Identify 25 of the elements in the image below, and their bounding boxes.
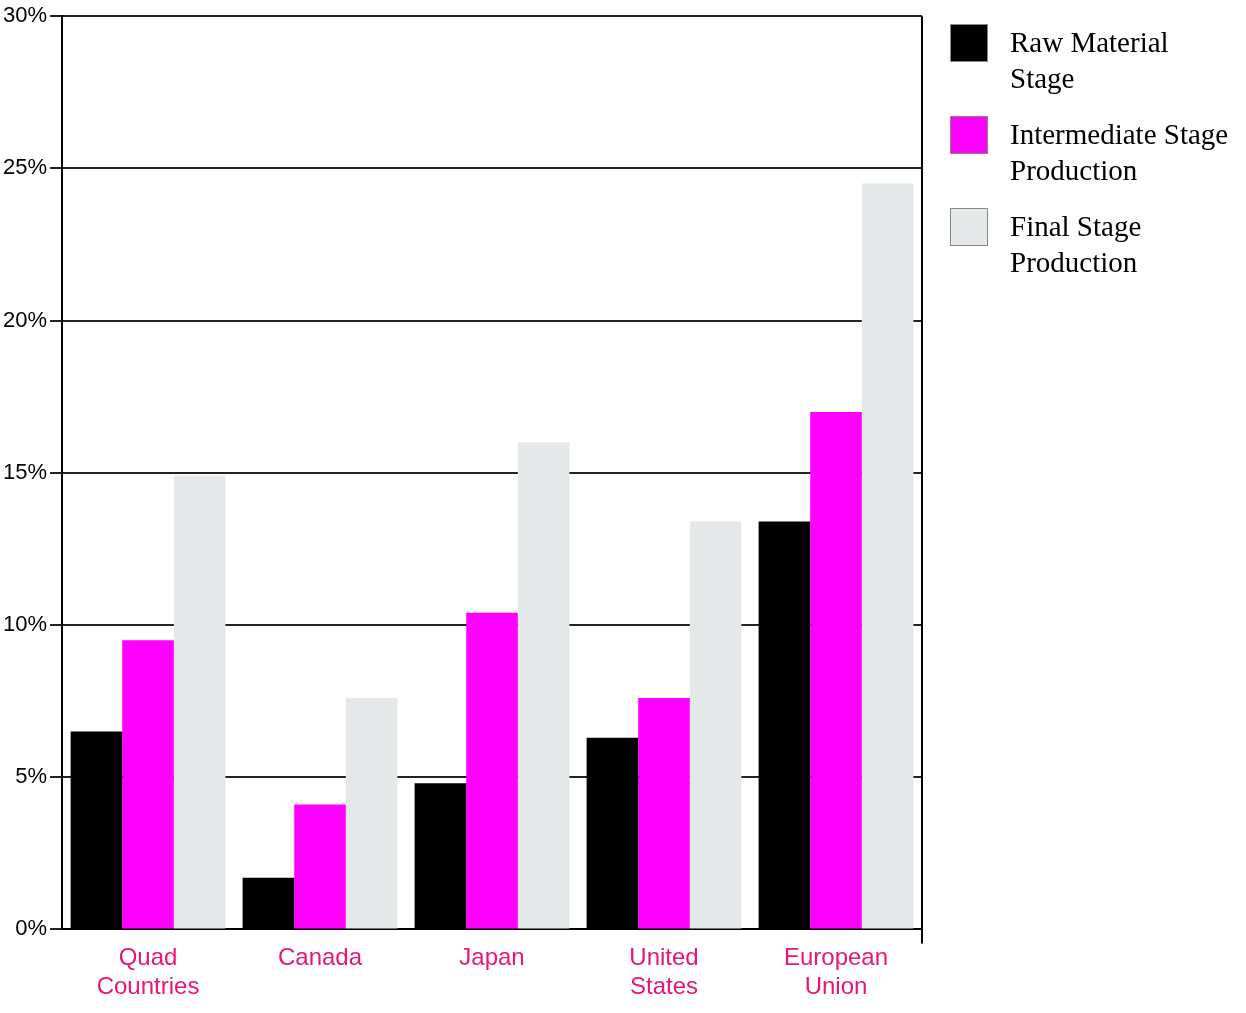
y-tick-label: 10% (2, 611, 48, 637)
x-tick-label: Japan (459, 943, 525, 971)
x-tick-label: Canada (277, 943, 363, 971)
bar (517, 442, 570, 929)
bar (861, 183, 914, 929)
bar (122, 640, 174, 929)
bar (689, 521, 742, 929)
x-tick-label: United States (629, 943, 699, 1000)
bar (173, 475, 226, 929)
legend-label: Final Stage Production (1010, 209, 1143, 280)
y-tick-label: 20% (2, 306, 48, 332)
legend-label: Raw Material Stage (1010, 25, 1170, 96)
bar (638, 698, 690, 929)
bar (466, 612, 518, 929)
x-tick-label: Quad Countries (96, 943, 200, 1000)
bar (294, 804, 346, 929)
y-tick-label: 0% (15, 915, 48, 941)
y-tick-label: 30% (2, 2, 48, 28)
y-tick-label: 15% (2, 458, 48, 484)
bar (345, 698, 398, 929)
x-tick-label: European Union (783, 943, 889, 1000)
y-tick-label: 25% (2, 154, 48, 180)
legend-label: Intermediate Stage Production (1010, 117, 1230, 188)
y-tick-label: 5% (15, 763, 48, 789)
bar (810, 411, 862, 929)
